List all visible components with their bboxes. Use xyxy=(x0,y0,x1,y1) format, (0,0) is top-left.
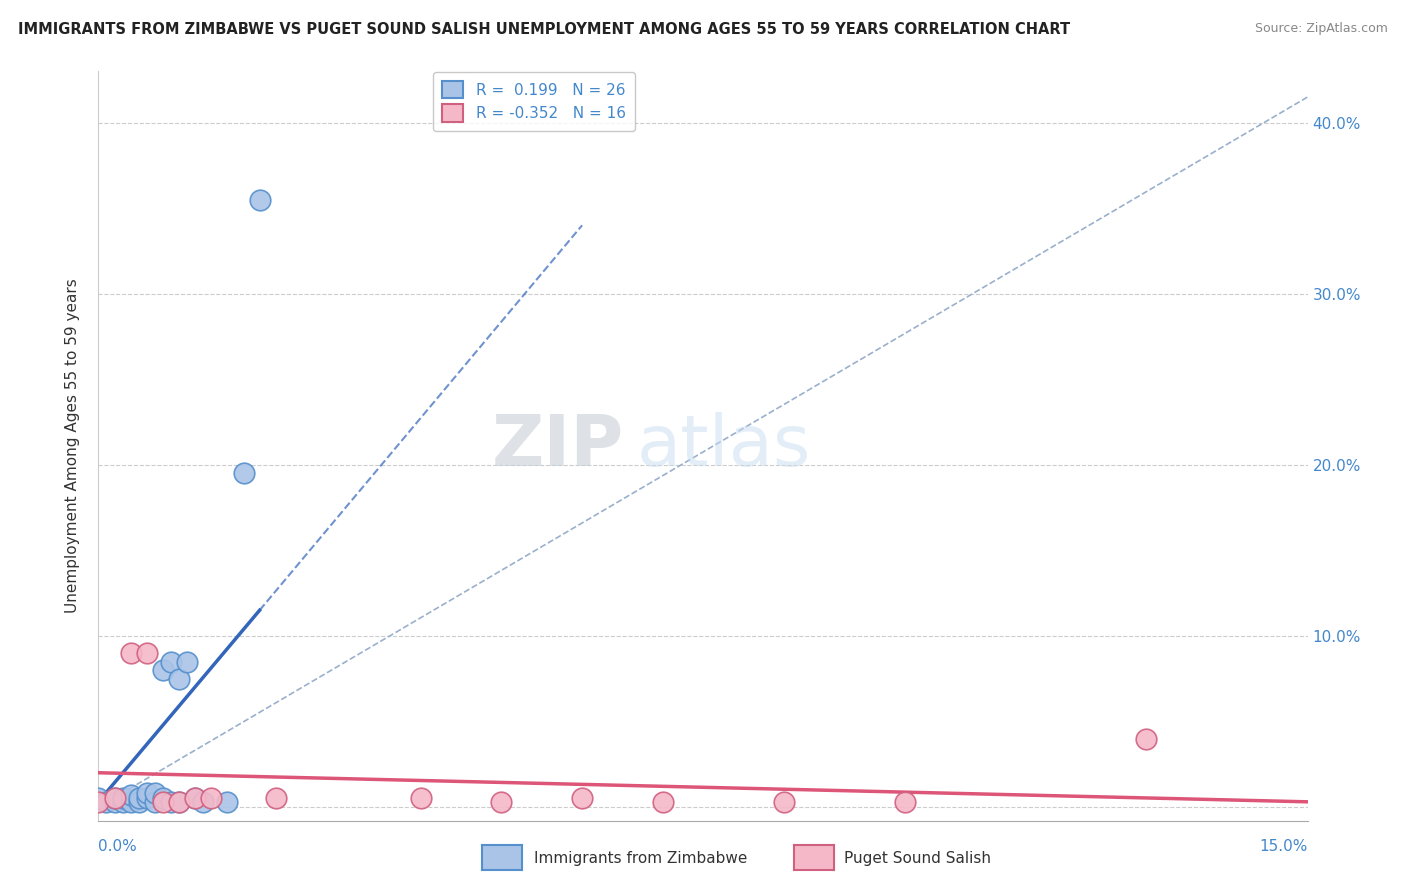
Point xyxy=(111,791,134,805)
Point xyxy=(249,193,271,207)
Point xyxy=(772,795,794,809)
Point xyxy=(128,791,150,805)
Point xyxy=(143,786,166,800)
Point xyxy=(120,646,142,660)
Point xyxy=(1135,731,1157,746)
Point xyxy=(111,795,134,809)
Point xyxy=(152,791,174,805)
Y-axis label: Unemployment Among Ages 55 to 59 years: Unemployment Among Ages 55 to 59 years xyxy=(65,278,80,614)
Point xyxy=(651,795,673,809)
Point xyxy=(167,672,190,686)
Point xyxy=(184,791,207,805)
Point xyxy=(120,795,142,809)
Point xyxy=(120,788,142,802)
Text: IMMIGRANTS FROM ZIMBABWE VS PUGET SOUND SALISH UNEMPLOYMENT AMONG AGES 55 TO 59 : IMMIGRANTS FROM ZIMBABWE VS PUGET SOUND … xyxy=(18,22,1070,37)
Point xyxy=(217,795,239,809)
Point xyxy=(184,791,207,805)
Text: ZIP: ZIP xyxy=(492,411,624,481)
Point xyxy=(128,795,150,809)
Text: 0.0%: 0.0% xyxy=(98,839,138,855)
Point xyxy=(135,791,157,805)
Point xyxy=(409,791,432,805)
Point xyxy=(152,663,174,677)
Point xyxy=(152,795,174,809)
Point xyxy=(893,795,915,809)
Point xyxy=(87,795,110,809)
Point xyxy=(160,655,183,669)
Text: Source: ZipAtlas.com: Source: ZipAtlas.com xyxy=(1254,22,1388,36)
Point xyxy=(167,795,190,809)
Text: Immigrants from Zimbabwe: Immigrants from Zimbabwe xyxy=(534,851,748,865)
Point xyxy=(160,795,183,809)
Point xyxy=(96,795,118,809)
Point xyxy=(200,791,222,805)
Point xyxy=(143,795,166,809)
Text: Puget Sound Salish: Puget Sound Salish xyxy=(844,851,991,865)
Text: 15.0%: 15.0% xyxy=(1260,839,1308,855)
Point xyxy=(103,791,125,805)
Point xyxy=(135,646,157,660)
Point xyxy=(167,795,190,809)
Point xyxy=(571,791,593,805)
Point xyxy=(193,795,215,809)
Point xyxy=(232,467,254,481)
Point xyxy=(135,786,157,800)
Point xyxy=(87,791,110,805)
Point xyxy=(103,795,125,809)
Point xyxy=(176,655,198,669)
Point xyxy=(103,791,125,805)
Legend: R =  0.199   N = 26, R = -0.352   N = 16: R = 0.199 N = 26, R = -0.352 N = 16 xyxy=(433,71,634,131)
Point xyxy=(491,795,513,809)
Text: atlas: atlas xyxy=(637,411,811,481)
Point xyxy=(264,791,287,805)
